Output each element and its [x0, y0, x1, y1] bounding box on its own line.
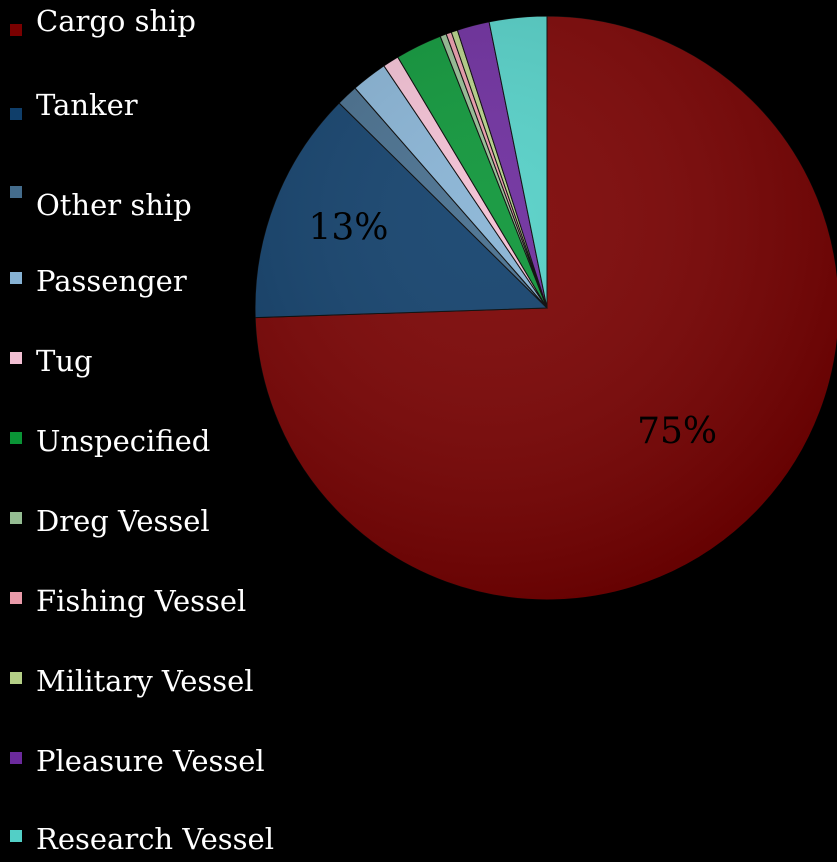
legend-swatch-cargo-ship — [10, 24, 22, 36]
legend-label-dreg-vessel: Dreg Vessel — [36, 504, 210, 538]
legend-label-tug: Tug — [36, 344, 93, 378]
legend-swatch-tug — [10, 352, 22, 364]
legend-label-military-vessel: Military Vessel — [36, 664, 254, 698]
legend-label-passenger: Passenger — [36, 264, 187, 298]
legend-swatch-unspecified — [10, 432, 22, 444]
legend-label-cargo-ship: Cargo ship — [36, 4, 196, 38]
legend-swatch-passenger — [10, 272, 22, 284]
legend-label-other-ship: Other ship — [36, 188, 192, 222]
legend-label-pleasure-vessel: Pleasure Vessel — [36, 744, 265, 778]
legend-swatch-military-vessel — [10, 672, 22, 684]
legend-label-unspecified: Unspecified — [36, 424, 211, 458]
legend-swatch-tanker — [10, 108, 22, 120]
slice-label-cargo-ship: 75% — [637, 411, 717, 452]
pie-slice-labels: 75% 13% — [308, 207, 717, 452]
slice-label-tanker: 13% — [308, 207, 388, 248]
legend-label-fishing-vessel: Fishing Vessel — [36, 584, 247, 618]
legend-swatch-research-vessel — [10, 830, 22, 842]
legend-label-tanker: Tanker — [36, 88, 138, 122]
legend-swatch-other-ship — [10, 186, 22, 198]
legend-swatch-fishing-vessel — [10, 592, 22, 604]
legend-swatch-pleasure-vessel — [10, 752, 22, 764]
legend-swatch-dreg-vessel — [10, 512, 22, 524]
pie-slices — [254, 15, 837, 601]
legend-label-research-vessel: Research Vessel — [36, 822, 274, 856]
